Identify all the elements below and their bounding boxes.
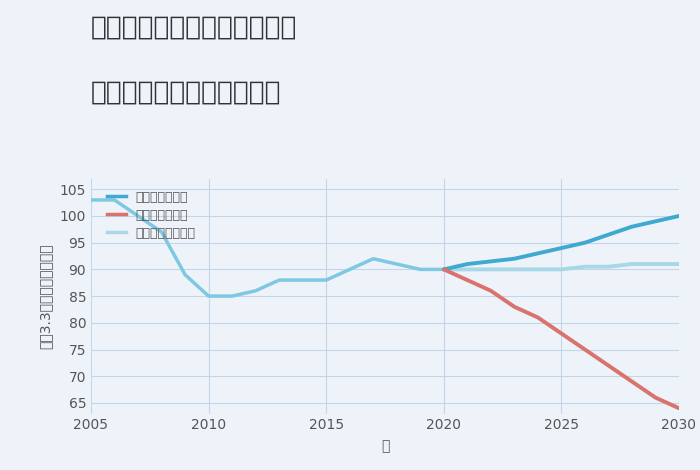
Text: 三重県桑名市多度町下野代の: 三重県桑名市多度町下野代の	[91, 14, 298, 40]
Text: 中古マンションの価格推移: 中古マンションの価格推移	[91, 80, 281, 106]
Legend: グッドシナリオ, バッドシナリオ, ノーマルシナリオ: グッドシナリオ, バッドシナリオ, ノーマルシナリオ	[103, 187, 200, 244]
X-axis label: 年: 年	[381, 439, 389, 454]
Y-axis label: 坪（3.3㎡）単価（万円）: 坪（3.3㎡）単価（万円）	[38, 243, 52, 349]
